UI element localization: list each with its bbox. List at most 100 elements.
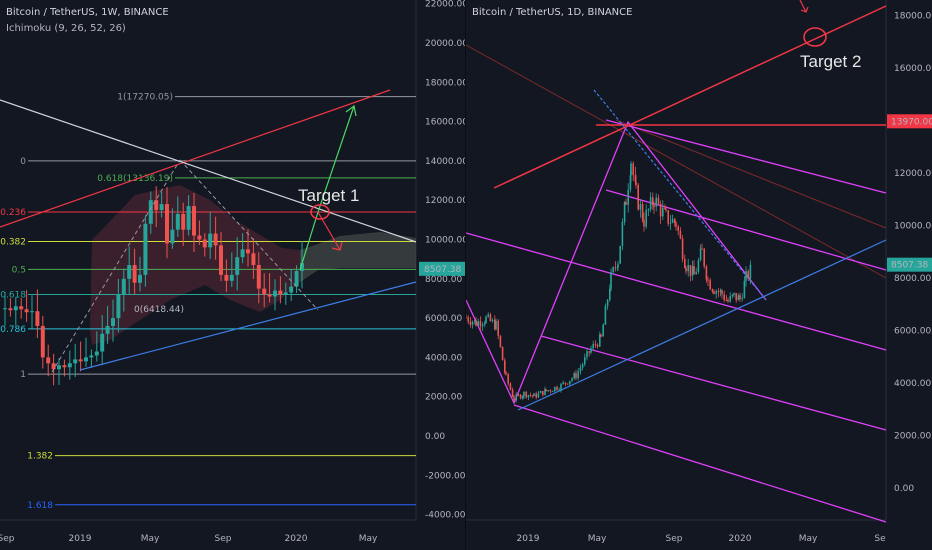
candle-body xyxy=(600,334,602,337)
candle-body xyxy=(703,248,705,267)
last-price-tag xyxy=(419,261,466,276)
candle-body xyxy=(616,267,619,269)
fib-level-label: 0 xyxy=(20,157,26,167)
candle-body xyxy=(485,316,487,323)
candle-body xyxy=(143,223,148,275)
candle-body xyxy=(517,394,520,396)
candle-body xyxy=(581,364,584,368)
candle-body xyxy=(749,264,752,279)
candle-body xyxy=(487,314,489,317)
candle-body xyxy=(273,290,277,297)
y-tick-label: 22000.00 xyxy=(425,0,466,10)
candle-body xyxy=(645,210,647,227)
daily-chart-svg[interactable]: Target 218000.0016000.0014000.0012000.00… xyxy=(466,0,932,550)
weekly-chart-svg[interactable]: 1(17270.05) 0 0.618(13136.19) 0.236 0.382 0.5… xyxy=(0,0,466,550)
candle-body xyxy=(154,200,159,211)
candle-body xyxy=(19,306,24,310)
x-tick-label: Sep xyxy=(666,534,683,544)
candle-body xyxy=(621,221,624,246)
candle-body xyxy=(745,271,747,281)
candle-body xyxy=(571,378,573,381)
candle-body xyxy=(711,289,714,292)
candle-body xyxy=(533,393,535,397)
candle-body xyxy=(614,267,617,269)
candle-body xyxy=(588,351,590,353)
candle-body xyxy=(127,265,132,279)
target-2-arrow xyxy=(799,0,807,13)
candle-body xyxy=(267,294,272,297)
candle-body xyxy=(627,189,629,205)
fib-level-label: 0.786 xyxy=(0,325,26,335)
fib-level-label: 1(17270.05) xyxy=(117,93,173,103)
daily-chart-panel[interactable]: Bitcoin / TetherUS, 1D, BINANCE Target 2… xyxy=(466,0,932,550)
candle-body xyxy=(693,266,695,275)
candle-body xyxy=(278,290,283,295)
candle-body xyxy=(741,297,743,300)
target-2-arrow-head xyxy=(800,6,809,13)
candle-body xyxy=(544,389,546,396)
candle-body xyxy=(213,233,218,246)
y-tick-label: 4000.00 xyxy=(894,379,931,389)
candle-body xyxy=(610,272,612,290)
dark-red-diagonal xyxy=(466,44,887,279)
candle-body xyxy=(499,335,502,347)
candle-body xyxy=(679,230,682,239)
candle-body xyxy=(691,266,694,276)
candle-body xyxy=(170,229,175,244)
candle-body xyxy=(494,319,496,330)
y-tick-label: 10000.00 xyxy=(425,236,466,246)
candle-body xyxy=(664,207,666,210)
red-arrow-head xyxy=(331,241,343,251)
fib-level-label: 0.618(13136.19) xyxy=(97,174,173,184)
y-tick-label: 14000.00 xyxy=(425,157,466,167)
x-tick-label: 2020 xyxy=(285,534,308,544)
candle-body xyxy=(549,390,552,392)
x-tick-label: May xyxy=(799,534,818,544)
candle-body xyxy=(739,295,741,300)
candle-body xyxy=(256,265,261,289)
candle-body xyxy=(592,344,594,349)
candle-body xyxy=(100,333,105,352)
candle-body xyxy=(62,365,67,368)
fib-connector-dash xyxy=(179,159,319,311)
candle-body xyxy=(186,206,191,230)
candle-body xyxy=(525,391,527,398)
candle-body xyxy=(504,360,506,373)
dark-red-diagonal xyxy=(615,119,887,229)
candle-body xyxy=(630,163,632,176)
candle-body xyxy=(677,226,679,231)
candle-body xyxy=(294,270,299,287)
candle-body xyxy=(471,321,474,325)
candle-body xyxy=(481,324,484,327)
ichimoku-indicator-label[interactable]: Ichimoku (9, 26, 52, 26) xyxy=(6,23,126,34)
candle-body xyxy=(667,210,669,224)
candle-body xyxy=(577,371,579,379)
candle-body xyxy=(78,359,83,362)
candle-body xyxy=(300,263,304,271)
candle-body xyxy=(202,239,207,248)
channel-line-top xyxy=(605,119,887,194)
ichimoku-cloud-bull xyxy=(300,232,416,282)
fib-connector-dash xyxy=(51,159,181,373)
candle-body xyxy=(289,286,294,293)
candle-body xyxy=(554,386,556,392)
y-tick-label: -4000.00 xyxy=(425,511,466,521)
candle-body xyxy=(532,395,534,397)
candle-body xyxy=(590,348,592,353)
candle-body xyxy=(713,291,715,294)
candle-body xyxy=(669,222,672,224)
candle-body xyxy=(537,393,540,398)
weekly-chart-panel[interactable]: Bitcoin / TetherUS, 1W, BINANCE Ichimoku… xyxy=(0,0,466,550)
target-2-label: Target 2 xyxy=(800,52,861,71)
candle-body xyxy=(535,393,537,398)
y-tick-label: 16000.00 xyxy=(894,64,932,74)
green-arrow-head xyxy=(345,104,357,117)
y-tick-label: 4000.00 xyxy=(425,353,462,363)
candle-body xyxy=(659,203,662,217)
candle-body xyxy=(575,373,577,379)
candle-body xyxy=(719,290,722,292)
candle-body xyxy=(655,197,657,207)
channel-line-mid xyxy=(605,189,887,271)
candle-body xyxy=(240,249,245,258)
y-tick-label: 10000.00 xyxy=(894,222,932,232)
